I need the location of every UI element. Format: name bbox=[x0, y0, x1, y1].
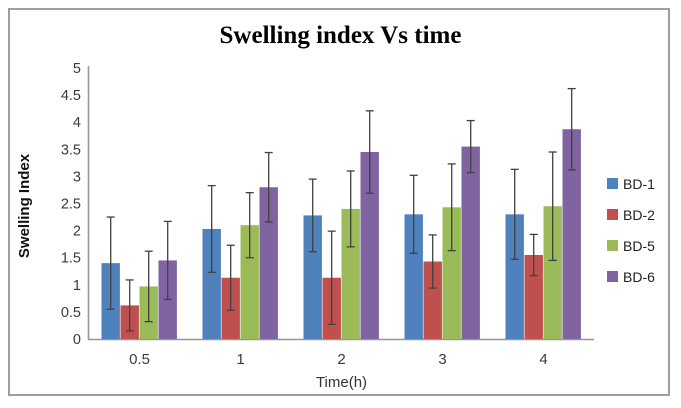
error-bar-bd-6-3 bbox=[466, 119, 475, 174]
error-bar-bd-2-0.5 bbox=[125, 279, 134, 332]
bar-bd-5-1 bbox=[240, 225, 259, 339]
error-bar-bd-6-1 bbox=[264, 151, 273, 223]
y-tick-label: 3.5 bbox=[61, 142, 81, 158]
bar-bd-1-4 bbox=[505, 214, 524, 339]
legend-item-bd-5: BD-5 bbox=[607, 230, 673, 261]
legend-label: BD-5 bbox=[623, 237, 655, 254]
error-bar-bd-5-3 bbox=[447, 163, 456, 252]
legend-item-bd-6: BD-6 bbox=[607, 261, 673, 292]
y-tick-label: 0.5 bbox=[61, 305, 81, 321]
bar-bd-5-3 bbox=[442, 207, 461, 339]
legend-item-bd-2: BD-2 bbox=[607, 199, 673, 230]
y-tick-label: 4 bbox=[73, 115, 81, 131]
error-bar-bd-2-3 bbox=[428, 234, 437, 289]
error-bar-bd-5-1 bbox=[245, 192, 254, 259]
bar-bd-6-3 bbox=[461, 146, 480, 339]
legend-label: BD-2 bbox=[623, 206, 655, 223]
bar-bd-5-2 bbox=[341, 208, 360, 339]
error-bar-bd-1-4 bbox=[510, 168, 519, 260]
error-bar-bd-2-2 bbox=[327, 230, 336, 326]
y-tick-label: 1.5 bbox=[61, 251, 81, 267]
bar-bd-1-3 bbox=[404, 214, 423, 339]
error-bar-bd-2-4 bbox=[529, 233, 538, 277]
legend-marker-bd-5 bbox=[607, 240, 618, 251]
error-bar-bd-5-2 bbox=[346, 170, 355, 248]
error-bar-bd-1-0.5 bbox=[106, 216, 115, 310]
y-tick-label: 4.5 bbox=[61, 88, 81, 104]
chart-title: Swelling index Vs time bbox=[219, 22, 462, 49]
legend-marker-bd-2 bbox=[607, 209, 618, 220]
error-bar-bd-6-0.5 bbox=[163, 220, 172, 301]
y-tick-label: 2 bbox=[73, 224, 81, 240]
x-tick-label: 4 bbox=[539, 351, 547, 368]
legend-marker-bd-6 bbox=[607, 271, 618, 282]
legend-label: BD-1 bbox=[623, 175, 655, 192]
bar-bd-5-4 bbox=[543, 206, 562, 339]
bar-bd-6-1 bbox=[259, 187, 278, 339]
x-axis-title: Time(h) bbox=[315, 374, 368, 391]
y-tick-label: 2.5 bbox=[61, 197, 81, 213]
bar-bd-2-3 bbox=[423, 261, 442, 339]
error-bar-bd-5-4 bbox=[548, 151, 557, 262]
legend: BD-1 BD-2 BD-5 BD-6 bbox=[607, 168, 673, 292]
error-bar-bd-1-1 bbox=[207, 184, 216, 273]
x-tick-label: 1 bbox=[236, 351, 244, 368]
bar-bd-1-1 bbox=[202, 228, 221, 339]
y-tick-label: 5 bbox=[73, 61, 81, 77]
y-tick-label: 0 bbox=[73, 332, 81, 348]
x-tick-label: 3 bbox=[438, 351, 446, 368]
bar-bd-1-2 bbox=[303, 215, 322, 339]
error-bar-bd-1-3 bbox=[409, 174, 418, 255]
error-bar-bd-6-2 bbox=[365, 110, 374, 194]
legend-label: BD-6 bbox=[623, 268, 655, 285]
error-bar-bd-2-1 bbox=[226, 244, 235, 311]
error-bar-bd-5-0.5 bbox=[144, 250, 153, 323]
error-bar-bd-1-2 bbox=[308, 178, 317, 253]
bar-bd-6-2 bbox=[360, 152, 379, 339]
bar-bd-2-4 bbox=[524, 254, 543, 339]
x-tick-label: 0.5 bbox=[129, 351, 150, 368]
x-tick-label: 2 bbox=[337, 351, 345, 368]
legend-item-bd-1: BD-1 bbox=[607, 168, 673, 199]
legend-marker-bd-1 bbox=[607, 178, 618, 189]
y-tick-label: 1 bbox=[73, 278, 81, 294]
error-bar-bd-6-4 bbox=[567, 87, 576, 171]
bar-bd-6-4 bbox=[562, 129, 581, 339]
y-tick-label: 3 bbox=[73, 169, 81, 185]
